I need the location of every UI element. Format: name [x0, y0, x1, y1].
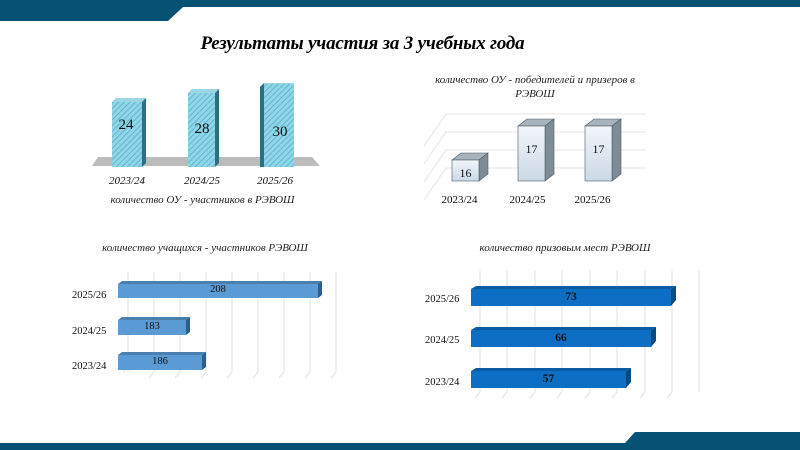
bar-2025-26	[260, 83, 294, 167]
chart-schools-participants-plot	[92, 83, 320, 167]
bar-2023-24	[112, 98, 146, 167]
top-decorative-band	[0, 0, 800, 21]
y-axis-label: 2023/24	[425, 377, 460, 388]
value-label: 183	[144, 321, 160, 332]
box-2024-25	[517, 118, 555, 182]
x-axis-label: 2024/25	[509, 194, 546, 206]
x-axis-label: 2023/24	[108, 175, 146, 187]
chart-caption: количество ОУ - участников в РЭВОШ	[110, 194, 295, 206]
x-axis-label: 2024/25	[183, 175, 221, 187]
value-label: 186	[152, 356, 168, 367]
bar-2025-26	[471, 286, 676, 306]
bar-2024-25	[118, 317, 190, 335]
value-label: 17	[592, 142, 605, 156]
bar-2023-24	[471, 368, 631, 388]
x-axis-label: 2025/26	[256, 175, 294, 187]
value-label: 28	[194, 121, 210, 137]
y-axis-label: 2024/25	[425, 335, 460, 346]
x-axis-label: 2025/26	[574, 194, 611, 206]
chart-students-participants: количество учащихся - участников РЭВОШ	[60, 238, 350, 388]
value-label: 66	[555, 332, 567, 344]
y-axis-label: 2025/26	[72, 290, 107, 301]
chart-prize-places-plot	[471, 270, 700, 399]
y-axis-label: 2024/25	[72, 326, 107, 337]
box-2025-26	[584, 118, 622, 182]
grid-lines	[423, 113, 646, 201]
x-axis-label: 2023/24	[441, 194, 478, 206]
chart-students-participants-plot	[118, 272, 337, 379]
bar-2024-25	[471, 327, 656, 347]
value-label: 73	[565, 291, 577, 303]
chart-schools-winners-plot	[423, 113, 646, 201]
chart-caption: количество призовым мест РЭВОШ	[479, 242, 651, 254]
chart-prize-places: количество призовым мест РЭВОШ	[410, 238, 700, 399]
value-label: 17	[525, 142, 538, 156]
chart-schools-winners: количество ОУ - победителей и призеров в…	[410, 72, 660, 212]
bar-2025-26	[118, 281, 322, 298]
box-2023-24	[451, 152, 489, 182]
value-label: 208	[210, 284, 226, 295]
value-label: 24	[118, 117, 134, 133]
bottom-decorative-band	[0, 432, 800, 450]
slide-title: Результаты участия за 3 учебных года	[200, 33, 525, 54]
bar-2023-24	[118, 352, 206, 370]
value-label: 30	[272, 124, 288, 140]
chart-caption: РЭВОШ	[515, 88, 555, 100]
bar-2024-25	[188, 89, 219, 167]
value-label: 57	[542, 373, 555, 385]
chart-schools-participants: 24 28 30 2023/24 2024/25 2025/26 количес…	[80, 78, 330, 218]
y-axis-label: 2023/24	[72, 361, 107, 372]
y-axis-label: 2025/26	[425, 294, 460, 305]
chart-caption: количество ОУ - победителей и призеров в	[435, 74, 635, 86]
value-label: 16	[459, 166, 472, 180]
chart-caption: количество учащихся - участников РЭВОШ	[102, 242, 308, 254]
